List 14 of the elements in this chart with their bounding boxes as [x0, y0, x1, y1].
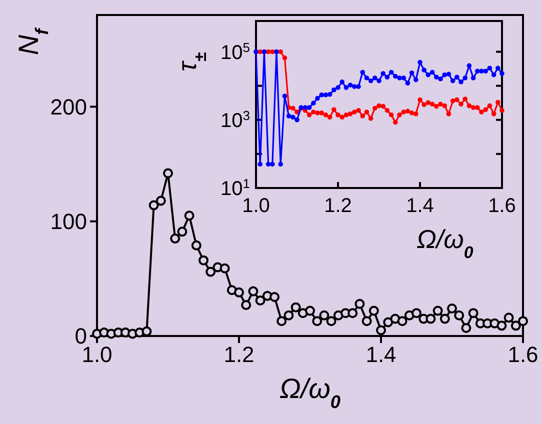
x-tick-label: 1.2 — [324, 195, 352, 217]
x-axis-title: Ω/ω$_{0}$ — [416, 224, 474, 262]
x-tick-label: 1.2 — [224, 342, 254, 367]
x-tick-label: 1.4 — [406, 195, 434, 217]
y-tick-label: 100 — [50, 209, 87, 234]
x-axis-title: Ω/ω$_{0}$ — [279, 373, 341, 412]
x-tick-label: 1.6 — [488, 195, 516, 217]
x-tick-label: 1.0 — [242, 195, 270, 217]
y-tick-label: 0 — [74, 324, 87, 349]
x-tick-label: 1.4 — [366, 342, 396, 367]
y-tick-label: 200 — [50, 94, 87, 120]
x-tick-label: 1.6 — [508, 342, 538, 367]
y-tick-label: 10$^{5}$ — [220, 39, 250, 64]
y-tick-label: 10$^{3}$ — [220, 107, 250, 132]
